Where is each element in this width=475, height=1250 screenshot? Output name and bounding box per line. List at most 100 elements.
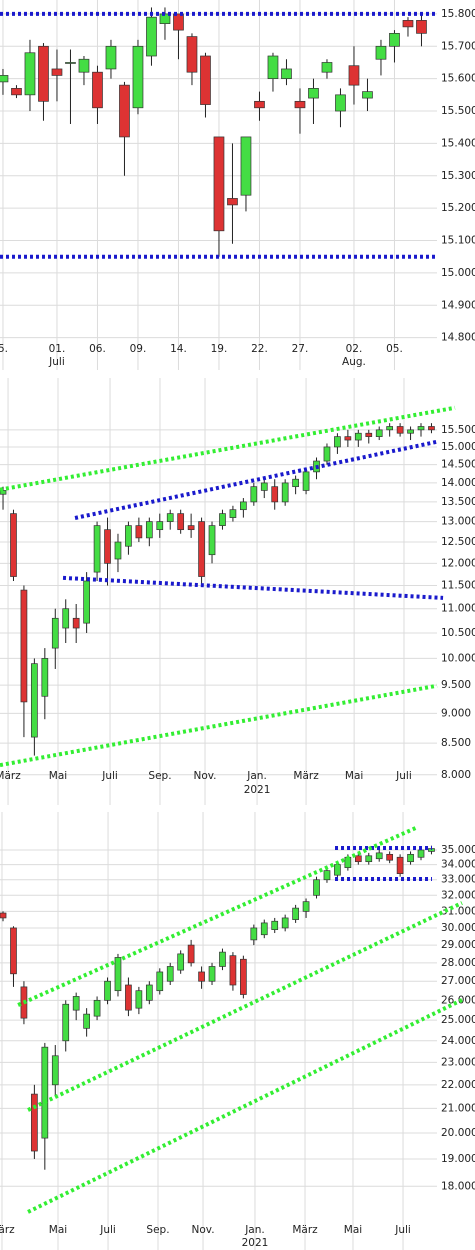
x-tick-label: Juli [101, 770, 118, 782]
candle-body [219, 951, 226, 967]
candle-body [51, 1055, 59, 1086]
candle-body [240, 501, 247, 511]
candle-body [135, 525, 143, 539]
candle-body [335, 94, 346, 112]
candle-body [93, 999, 101, 1017]
x-tick-label: Juli [48, 356, 65, 368]
candle-body [51, 617, 59, 649]
x-tick-label: Mai [49, 770, 67, 782]
candle-body [11, 88, 22, 96]
plot-area [0, 812, 437, 1250]
y-tick-label: 28.000 [441, 957, 475, 969]
candle-body [267, 55, 279, 80]
candle-body [402, 20, 414, 28]
x-tick-label: 09. [130, 343, 147, 355]
candle-body [365, 432, 373, 437]
y-tick-label: 24.000 [441, 1035, 475, 1047]
candle-body [396, 426, 404, 434]
candle-body [31, 663, 38, 738]
x-tick-label: 19. [211, 343, 228, 355]
y-tick-label: 15.700 [441, 40, 475, 52]
x-tick-label: Mai [345, 770, 363, 782]
candle-body [208, 525, 216, 556]
x-tick-label: 22. [251, 343, 268, 355]
y-tick-label: 15.000 [441, 267, 475, 279]
y-tick-label: 14.800 [441, 332, 475, 344]
candle-body [145, 984, 153, 1001]
candle-body [177, 953, 185, 971]
candle-body [24, 52, 36, 96]
y-tick-label: 15.600 [441, 73, 475, 85]
y-tick-label: 27.000 [441, 975, 475, 987]
y-tick-label: 15.100 [441, 235, 475, 247]
candle-body [62, 1003, 70, 1042]
candle-body [323, 870, 331, 881]
x-tick-label: Juli [394, 1224, 411, 1236]
candle-body [354, 432, 362, 441]
candle-body [187, 944, 195, 964]
candle-body [38, 45, 49, 102]
candle-body [41, 1046, 49, 1139]
candle-body [365, 855, 373, 863]
x-tick-label: Mai [49, 1224, 67, 1236]
candle-body [177, 513, 185, 531]
y-tick-label: 10.000 [441, 652, 475, 664]
candle-body [417, 426, 425, 431]
candle-body [313, 879, 320, 896]
x-tick-label: Nov. [194, 770, 217, 782]
y-tick-label: 20.000 [441, 1127, 475, 1139]
candle-body [173, 13, 184, 31]
x-tick-label: 2021 [242, 1237, 269, 1249]
candle-body [83, 580, 90, 624]
candle-body [31, 1093, 38, 1152]
x-tick-label: Nov. [192, 1224, 215, 1236]
candle-body [362, 91, 373, 99]
candle-body [344, 436, 352, 441]
x-tick-label: März [293, 770, 319, 782]
y-tick-label: 15.500 [441, 424, 475, 436]
y-tick-label: 11.000 [441, 603, 475, 615]
y-tick-label: 14.500 [441, 459, 475, 471]
y-tick-label: 31.000 [441, 905, 475, 917]
y-tick-label: 32.000 [441, 889, 475, 901]
panel: 18.000 19.000 20.000 21.000 22.000 23.000 24.0… [0, 812, 475, 1250]
candle-body [156, 521, 164, 531]
candle-body [187, 525, 195, 531]
candle-body [51, 68, 63, 76]
y-tick-label: 13.000 [441, 516, 475, 528]
x-tick-label: 5. [0, 343, 8, 355]
candle-body [135, 990, 143, 1009]
candle-body [389, 32, 400, 47]
candle-body [119, 84, 130, 138]
candle-body [375, 45, 387, 60]
x-tick-label: Sep. [148, 770, 171, 782]
candle-body [375, 429, 383, 437]
candle-body [78, 58, 90, 73]
panel: 14.800 14.900 15.000 15.100 15.200 15.300 15.4… [0, 0, 475, 370]
candle-body [125, 525, 132, 547]
trend-line [27, 998, 463, 1214]
candle-body [250, 927, 258, 941]
x-tick-label: Jan. [246, 770, 267, 782]
candle-body [83, 1013, 90, 1029]
trend-line [0, 405, 456, 492]
candle-body [308, 88, 319, 99]
candle-body [260, 482, 268, 491]
candle-body [166, 513, 174, 522]
trend-line [27, 901, 463, 1112]
candle-body [334, 436, 341, 448]
candle-body [348, 65, 360, 86]
y-tick-label: 15.000 [441, 441, 475, 453]
plot-area [0, 378, 437, 805]
x-tick-label: 02. [346, 343, 363, 355]
y-tick-label: 30.000 [441, 922, 475, 934]
candle-body [10, 927, 17, 975]
x-tick-label: Jan. [244, 1224, 265, 1236]
candle-body [386, 853, 394, 861]
y-tick-label: 8.000 [441, 769, 471, 781]
candle-body [294, 100, 306, 109]
y-tick-label: 9.500 [441, 679, 471, 691]
x-tick-label: Mai [344, 1224, 362, 1236]
